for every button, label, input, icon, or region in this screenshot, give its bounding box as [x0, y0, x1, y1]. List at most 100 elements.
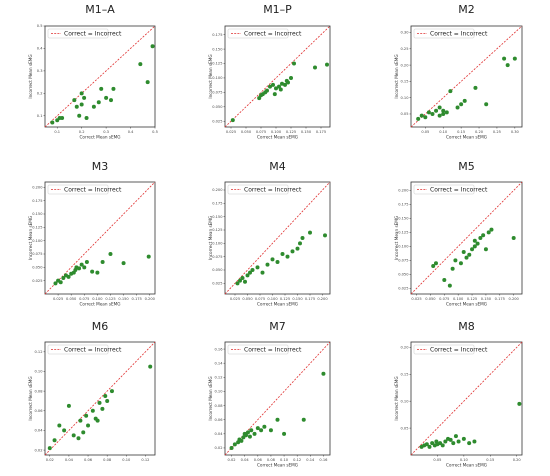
y-tick-label: 0.06	[34, 409, 43, 413]
plot-frame	[410, 181, 523, 295]
data-point	[90, 269, 95, 274]
y-tick-label: 0.4	[37, 47, 43, 51]
plot-frame	[224, 341, 331, 456]
y-tick-label: 0.025	[32, 279, 42, 283]
y-tick-label: 0.100	[398, 245, 409, 249]
data-point	[430, 441, 435, 446]
data-point	[244, 433, 248, 438]
panel-4: M30.0250.0250.0500.0500.0750.0750.1000.1…	[28, 160, 156, 307]
data-point	[79, 262, 84, 267]
y-tick-label: 0.100	[212, 76, 223, 80]
x-tick-label: 0.04	[241, 458, 250, 462]
y-tick-label: 0.2	[37, 92, 43, 96]
x-tick-label: 0.100	[92, 297, 103, 301]
y-tick-label: 0.08	[214, 404, 223, 408]
data-point	[61, 276, 66, 280]
panel-title: M1–A	[85, 3, 115, 16]
x-axis-label: Correct Mean sEMG	[79, 135, 120, 140]
x-tick-label: 0.075	[79, 297, 89, 301]
panel-title: M4	[269, 160, 286, 173]
x-tick-label: 0.10	[460, 458, 469, 462]
x-tick-label: 0.08	[103, 458, 112, 462]
data-point	[57, 423, 62, 428]
x-tick-label: 0.20	[475, 130, 484, 134]
x-tick-label: 0.100	[271, 130, 282, 134]
data-point	[91, 104, 96, 109]
data-point	[295, 246, 300, 251]
x-tick-label: 0.125	[280, 297, 290, 301]
data-point	[277, 84, 281, 89]
data-point	[105, 398, 110, 403]
x-axis-label: Correct Mean sEMG	[257, 302, 298, 307]
y-tick-label: 0.050	[32, 266, 43, 270]
x-axis-label: Correct Mean sEMG	[79, 302, 120, 307]
data-point	[255, 265, 260, 270]
y-tick-label: 0.05	[400, 112, 408, 116]
y-tick-label: 0.10	[400, 399, 409, 403]
data-point	[321, 371, 326, 376]
data-point	[82, 265, 87, 270]
panel-9: M8 0.05 0.05 0.10 0.10 0.15 0.15 0.20 0.20 Correc…	[394, 320, 523, 468]
data-point	[489, 227, 494, 232]
y-tick-label: 0.175	[398, 203, 408, 207]
x-tick-label: 0.25	[493, 130, 501, 134]
legend-box	[413, 184, 475, 195]
x-tick-label: 0.025	[411, 297, 421, 301]
y-tick-label: 0.100	[32, 239, 43, 243]
data-point	[455, 105, 460, 110]
x-tick-label: 0.02	[46, 458, 54, 462]
data-point	[249, 428, 254, 433]
legend: Correct = Incorrect	[47, 344, 122, 355]
data-point	[467, 441, 472, 446]
data-point	[77, 113, 82, 118]
legend-box	[413, 344, 475, 355]
legend-box	[47, 184, 109, 195]
data-point	[95, 418, 100, 423]
data-point	[475, 241, 480, 246]
data-point	[71, 433, 76, 438]
data-point	[121, 261, 126, 266]
data-point	[97, 400, 102, 405]
y-tick-label: 0.150	[398, 217, 409, 221]
x-tick-label: 0.050	[242, 297, 253, 301]
legend: Correct = Incorrect	[413, 344, 488, 355]
y-tick-label: 0.04	[214, 432, 223, 436]
x-tick-label: 0.150	[301, 130, 312, 134]
y-axis-label: Incorrect Mean sEMG	[394, 216, 399, 260]
data-point	[50, 120, 55, 125]
y-tick-label: 0.15	[400, 80, 408, 84]
y-tick-label: 0.14	[214, 361, 223, 365]
data-point	[259, 428, 264, 433]
data-point	[282, 431, 287, 436]
data-point	[84, 116, 89, 121]
data-point	[96, 100, 101, 105]
data-point	[275, 417, 280, 422]
data-point	[104, 95, 109, 100]
y-tick-label: 0.025	[398, 287, 408, 291]
x-tick-label: 0.06	[84, 458, 93, 462]
x-tick-label: 0.2	[79, 130, 85, 134]
data-point	[481, 233, 486, 238]
data-point	[257, 96, 262, 101]
data-point	[95, 270, 100, 275]
y-axis-label: Incorrect Mean sEMG	[394, 376, 399, 420]
data-point	[280, 252, 285, 256]
y-tick-label: 0.02	[214, 446, 222, 450]
y-tick-label: 0.5	[37, 24, 43, 28]
data-point	[289, 75, 293, 80]
legend-label: Correct = Incorrect	[244, 347, 302, 354]
plot-frame	[224, 25, 331, 128]
x-axis-label: Correct Mean sEMG	[446, 463, 487, 468]
data-point	[512, 56, 517, 61]
data-point	[146, 254, 151, 259]
x-tick-label: 0.15	[457, 130, 465, 134]
legend: Correct = Incorrect	[413, 28, 488, 39]
data-point	[416, 116, 421, 121]
x-tick-label: 0.15	[486, 458, 494, 462]
data-point	[74, 104, 79, 109]
legend-box	[227, 344, 289, 355]
data-point	[72, 98, 77, 103]
data-point	[285, 254, 290, 259]
data-point	[247, 434, 252, 439]
